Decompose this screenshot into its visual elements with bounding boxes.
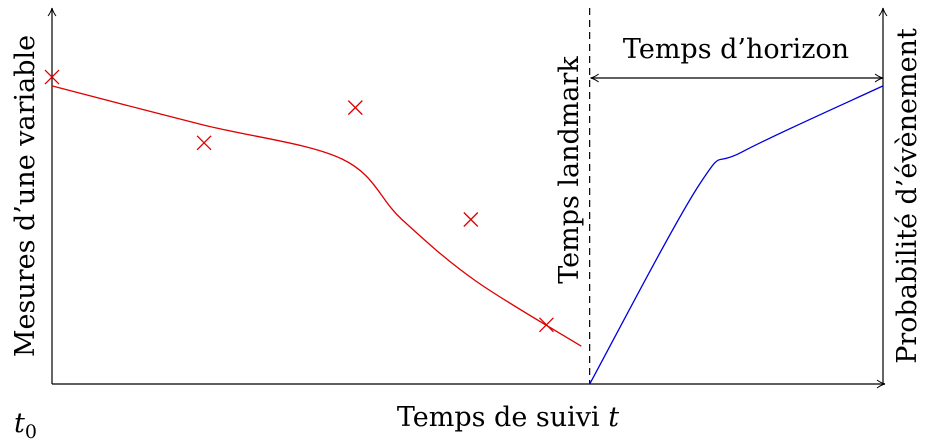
observation-marker xyxy=(538,317,554,333)
left-axis-label: Mesures d’une variable xyxy=(10,35,41,357)
x-axis-label: Temps de suivi t xyxy=(397,402,619,433)
measurement-trend-line xyxy=(51,85,582,347)
origin-label-subscript: 0 xyxy=(25,421,37,440)
right-axis-label: Probabilité d’évènement xyxy=(892,28,923,364)
x-axis-variable: t xyxy=(608,402,619,433)
chart-layer xyxy=(44,69,884,385)
horizon-label: Temps d’horizon xyxy=(623,34,849,65)
event-probability-line xyxy=(589,85,884,385)
observation-marker xyxy=(347,100,363,116)
observation-marker xyxy=(463,212,479,227)
observation-marker xyxy=(196,135,212,151)
landmark-label: Temps landmark xyxy=(554,56,585,284)
observation-marker xyxy=(44,69,60,85)
origin-label: t0 xyxy=(14,408,37,440)
origin-label-main: t xyxy=(14,408,25,439)
x-axis-label-text: Temps de suivi xyxy=(397,402,600,433)
